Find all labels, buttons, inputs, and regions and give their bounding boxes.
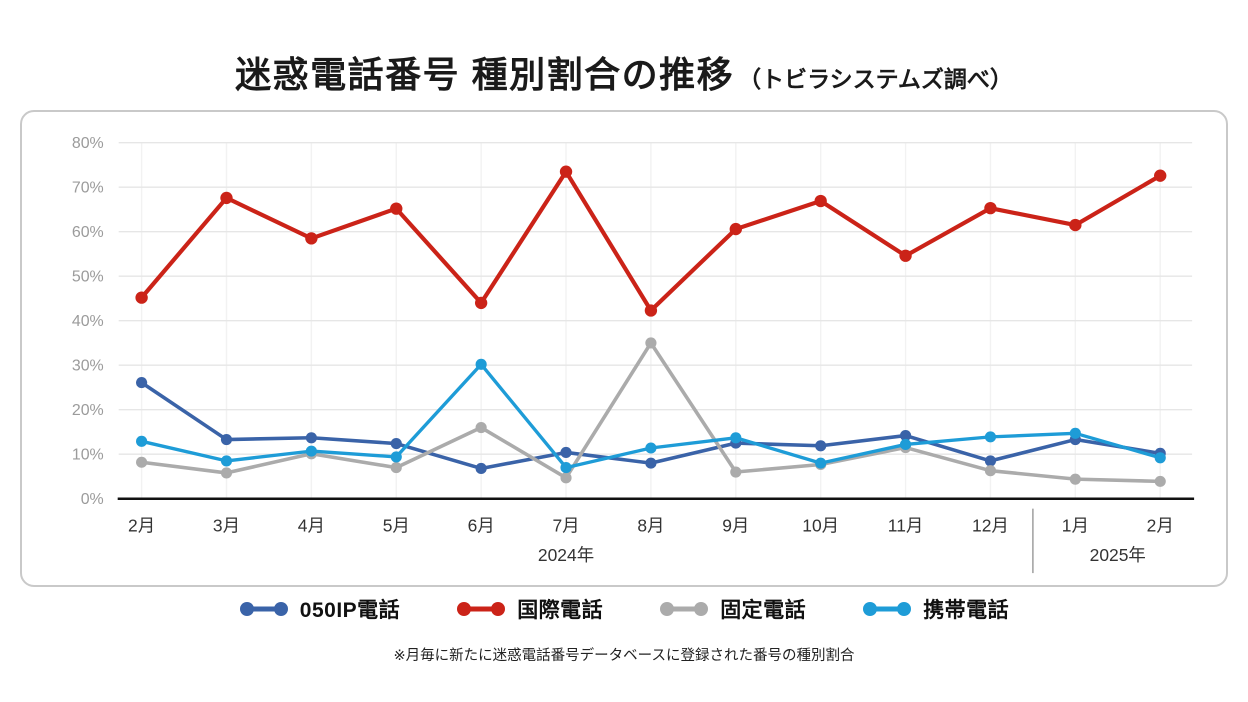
data-point	[220, 433, 233, 446]
chart-legend: 050IP電話 国際電話 固定電話 携帯電話	[0, 594, 1248, 624]
month-label: 5月	[383, 515, 410, 535]
legend-item-2: 国際電話	[456, 594, 603, 624]
chart-subtitle: （トビラシステムズ調べ）	[738, 66, 1013, 92]
data-point	[814, 194, 827, 208]
data-point	[1154, 169, 1167, 182]
legend-line-icon	[863, 602, 912, 616]
legend-label: 固定電話	[720, 599, 807, 622]
data-point	[815, 457, 827, 469]
data-point	[135, 291, 148, 304]
data-point	[899, 249, 912, 262]
y-tick-label: 70%	[72, 180, 104, 197]
data-point	[136, 435, 148, 447]
data-point	[984, 455, 997, 467]
month-label: 7月	[552, 515, 579, 535]
legend-item-3: 固定電話	[659, 594, 806, 624]
chart-panel: 0% 10% 20% 30% 40% 50% 60% 70% 80% 2月 3月 4月 5月 6月 7月 8月…	[20, 110, 1228, 587]
legend-label: 050IP電話	[299, 599, 401, 622]
month-label: 6月	[468, 515, 495, 535]
data-point	[815, 440, 827, 452]
y-tick-label: 0%	[81, 491, 104, 508]
data-point	[645, 457, 657, 469]
data-point	[644, 304, 658, 317]
month-label: 10月	[802, 515, 839, 535]
data-point	[390, 451, 402, 463]
legend-label: 国際電話	[517, 599, 604, 622]
data-point	[390, 462, 402, 474]
data-point	[984, 431, 997, 443]
data-point	[220, 191, 233, 205]
data-point	[560, 472, 572, 484]
data-point	[730, 466, 742, 478]
legend-line-icon	[239, 602, 288, 616]
data-point	[390, 202, 403, 215]
chart-title: 迷惑電話番号 種別割合の推移	[235, 54, 735, 95]
data-point	[560, 446, 572, 459]
data-point	[475, 358, 487, 370]
y-tick-label: 60%	[72, 224, 104, 241]
month-label: 12月	[972, 515, 1009, 535]
month-label: 2月	[128, 515, 155, 535]
legend-label: 携帯電話	[923, 599, 1010, 622]
data-point	[305, 432, 317, 444]
data-point	[730, 432, 742, 444]
data-point	[136, 456, 148, 468]
footnote: ※月毎に新たに迷惑電話番号データベースに登録された番号の種別割合	[393, 648, 855, 664]
data-point	[984, 202, 997, 215]
data-point	[1154, 452, 1166, 464]
line-chart: 0% 10% 20% 30% 40% 50% 60% 70% 80% 2月 3月 4月 5月 6月 7月 8月…	[72, 135, 1195, 574]
y-tick-label: 20%	[72, 402, 104, 419]
month-label: 4月	[298, 515, 325, 535]
data-point	[645, 442, 657, 454]
year-label: 2024年	[538, 545, 594, 565]
y-tick-label: 40%	[72, 313, 104, 330]
legend-item-1: 050IP電話	[239, 594, 400, 624]
data-point	[220, 455, 233, 467]
data-point	[1154, 475, 1166, 487]
data-point	[729, 222, 742, 236]
legend-line-icon	[457, 602, 506, 616]
data-point	[136, 377, 148, 389]
y-tick-label: 80%	[72, 135, 104, 152]
data-point	[559, 165, 573, 178]
data-point	[1069, 427, 1081, 439]
data-point	[899, 429, 912, 442]
data-point	[305, 232, 318, 245]
month-label: 3月	[213, 515, 240, 535]
data-point	[474, 296, 488, 310]
legend-item-4: 携帯電話	[862, 594, 1009, 624]
data-point	[899, 438, 912, 450]
month-label: 9月	[722, 515, 749, 535]
data-point	[560, 462, 572, 474]
data-point	[220, 467, 233, 479]
data-point	[475, 421, 487, 434]
data-point	[1069, 473, 1081, 485]
month-label: 8月	[637, 515, 664, 535]
month-label: 11月	[888, 515, 924, 535]
month-label: 2月	[1147, 515, 1174, 535]
data-point	[984, 465, 997, 477]
year-label: 2025年	[1090, 545, 1146, 565]
page-title: 迷惑電話番号 種別割合の推移 （トビラシステムズ調べ）	[0, 46, 1248, 98]
month-label: 1月	[1062, 515, 1089, 535]
legend-line-icon	[660, 602, 709, 616]
data-point	[305, 445, 317, 457]
data-point	[1069, 218, 1082, 232]
y-tick-label: 50%	[72, 269, 104, 286]
y-tick-label: 10%	[72, 447, 104, 464]
y-tick-label: 30%	[72, 358, 104, 375]
data-point	[390, 437, 402, 450]
data-point	[475, 462, 487, 475]
data-point	[645, 337, 657, 349]
